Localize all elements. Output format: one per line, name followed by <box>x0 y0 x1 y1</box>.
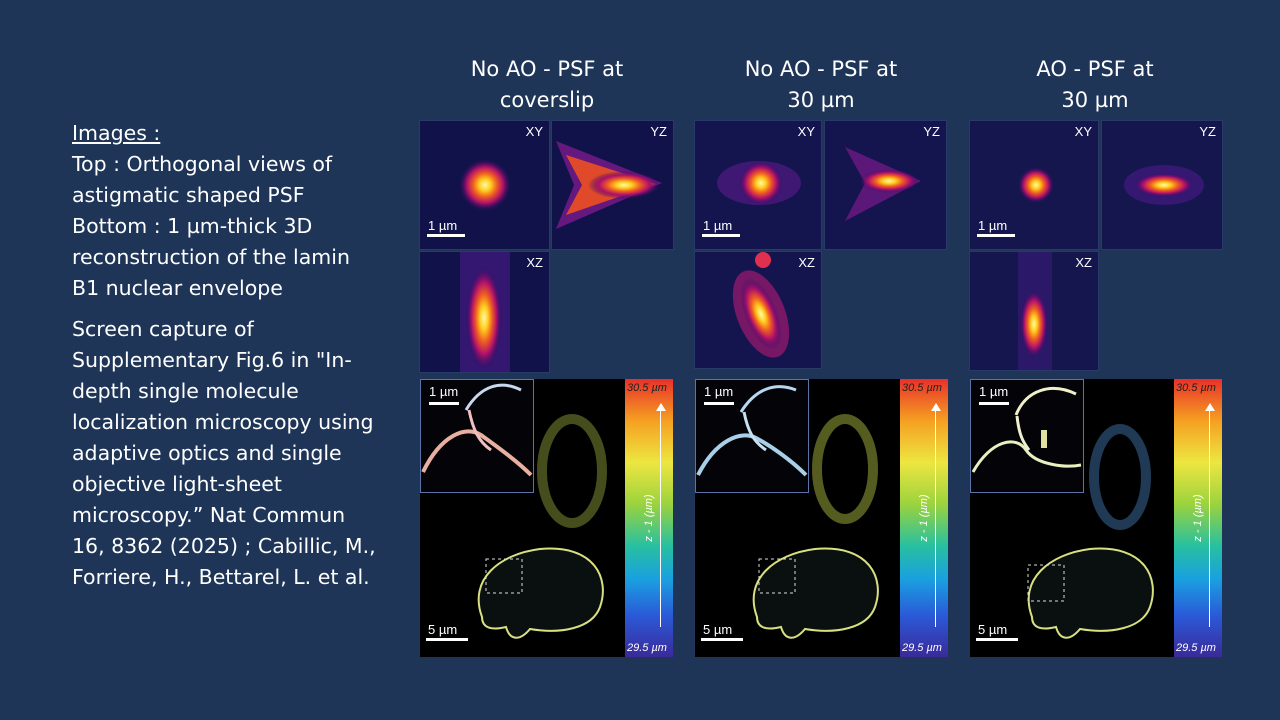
psf-xz-coverslip: XZ <box>419 251 550 373</box>
column-title-2-line2: 30 µm <box>787 88 855 112</box>
scale-bar-label: 1 µm <box>703 218 733 233</box>
scale-bar <box>977 234 1015 237</box>
psf-xy-30um-noao: XY 1 µm <box>694 120 822 250</box>
psf-spot-image <box>970 121 1098 249</box>
xy-label: XY <box>525 124 543 139</box>
scale-bar-label: 1 µm <box>429 384 459 399</box>
column-title-1: No AO - PSF at coverslip <box>417 54 677 116</box>
psf-yz-image <box>1102 121 1222 249</box>
psf-yz-coverslip: YZ <box>551 120 674 250</box>
nucleus-reconstruction-image <box>752 414 879 639</box>
xz-label: XZ <box>1075 255 1092 270</box>
colorbar-bottom-label: 29.5 µm <box>627 642 667 654</box>
xy-label: XY <box>1074 124 1092 139</box>
scale-bar <box>702 234 740 237</box>
scale-bar <box>427 234 465 237</box>
sidebar-caption: Images : Top : Orthogonal views of astig… <box>72 118 382 593</box>
z-colorbar: 30.5 µm z - 1 (µm) 29.5 µm <box>1174 379 1222 657</box>
scale-bar <box>704 402 734 405</box>
scale-bar-5um-label: 5 µm <box>703 622 733 637</box>
zoom-inset: 1 µm <box>420 379 534 493</box>
colorbar-axis-line <box>1209 409 1210 627</box>
psf-xz-30um-ao: XZ <box>969 251 1099 371</box>
yz-label: YZ <box>650 124 667 139</box>
colorbar-top-label: 30.5 µm <box>902 382 942 394</box>
xz-label: XZ <box>526 255 543 270</box>
reconstruction-30um-ao: 1 µm 5 µm 30.5 µm z - 1 (µm) 29.5 µm <box>970 379 1222 657</box>
psf-xz-30um-noao: XZ <box>694 251 822 369</box>
psf-xz-image <box>420 252 549 372</box>
images-heading: Images : <box>72 121 161 145</box>
inset-image <box>696 385 808 477</box>
citation-text: Screen capture of Supplementary Fig.6 in… <box>72 317 376 589</box>
colorbar-axis-label: z - 1 (µm) <box>1192 494 1204 542</box>
colorbar-axis-label: z - 1 (µm) <box>643 494 655 542</box>
column-title-2-line1: No AO - PSF at <box>744 57 898 81</box>
inset-image <box>971 387 1082 473</box>
column-title-3-line2: 30 µm <box>1061 88 1129 112</box>
psf-yz-image <box>825 121 946 249</box>
arrow-up-icon <box>1205 403 1215 411</box>
scale-bar-label: 1 µm <box>704 384 734 399</box>
nucleus-reconstruction-image <box>1027 424 1154 639</box>
colorbar-bottom-label: 29.5 µm <box>902 642 942 654</box>
colorbar-axis-label: z - 1 (µm) <box>918 494 930 542</box>
colorbar-axis-line <box>935 409 936 627</box>
z-colorbar: 30.5 µm z - 1 (µm) 29.5 µm <box>900 379 948 657</box>
psf-xy-30um-ao: XY 1 µm <box>969 120 1099 250</box>
psf-xz-image <box>970 252 1098 370</box>
nucleus-reconstruction-image <box>477 414 607 639</box>
colorbar-top-label: 30.5 µm <box>1176 382 1216 394</box>
xy-label: XY <box>797 124 815 139</box>
scale-bar-label: 1 µm <box>978 218 1008 233</box>
psf-yz-30um-ao: YZ <box>1101 120 1223 250</box>
column-title-2: No AO - PSF at 30 µm <box>691 54 951 116</box>
z-colorbar: 30.5 µm z - 1 (µm) 29.5 µm <box>625 379 673 657</box>
scale-bar-5um <box>426 638 468 641</box>
scale-bar-5um-label: 5 µm <box>978 622 1008 637</box>
colorbar-bottom-label: 29.5 µm <box>1176 642 1216 654</box>
column-title-1-line1: No AO - PSF at <box>470 57 624 81</box>
yz-label: YZ <box>1199 124 1216 139</box>
xz-label: XZ <box>798 255 815 270</box>
scale-bar <box>979 402 1009 405</box>
yz-label: YZ <box>923 124 940 139</box>
column-title-1-line2: coverslip <box>499 88 595 112</box>
scale-bar <box>429 402 459 405</box>
column-title-3-line1: AO - PSF at <box>1036 57 1154 81</box>
column-title-3: AO - PSF at 30 µm <box>965 54 1225 116</box>
reconstruction-30um-noao: 1 µm 5 µm 30.5 µm z - 1 (µm) 29.5 µm <box>695 379 948 657</box>
psf-xy-coverslip: XY 1 µm <box>419 120 550 250</box>
psf-xz-image <box>695 252 821 368</box>
reconstruction-coverslip: 1 µm 5 µm 30.5 µm z - 1 (µm) 29.5 µm <box>420 379 673 657</box>
colorbar-top-label: 30.5 µm <box>627 382 667 394</box>
scale-bar-label: 1 µm <box>979 384 1009 399</box>
scale-bar-5um <box>976 638 1018 641</box>
zoom-inset: 1 µm <box>695 379 809 493</box>
psf-yz-image <box>552 121 673 249</box>
zoom-inset: 1 µm <box>970 379 1084 493</box>
scale-bar-5um-label: 5 µm <box>428 622 458 637</box>
inset-image <box>421 383 533 477</box>
scale-bar-label: 1 µm <box>428 218 458 233</box>
scale-bar-5um <box>701 638 743 641</box>
top-description: Top : Orthogonal views of astigmatic sha… <box>72 152 333 207</box>
psf-spot-image <box>420 121 549 249</box>
psf-yz-30um-noao: YZ <box>824 120 947 250</box>
arrow-up-icon <box>656 403 666 411</box>
arrow-up-icon <box>931 403 941 411</box>
bottom-description: Bottom : 1 µm-thick 3D reconstruction of… <box>72 214 350 300</box>
colorbar-axis-line <box>660 409 661 627</box>
psf-spot-image <box>695 121 821 249</box>
